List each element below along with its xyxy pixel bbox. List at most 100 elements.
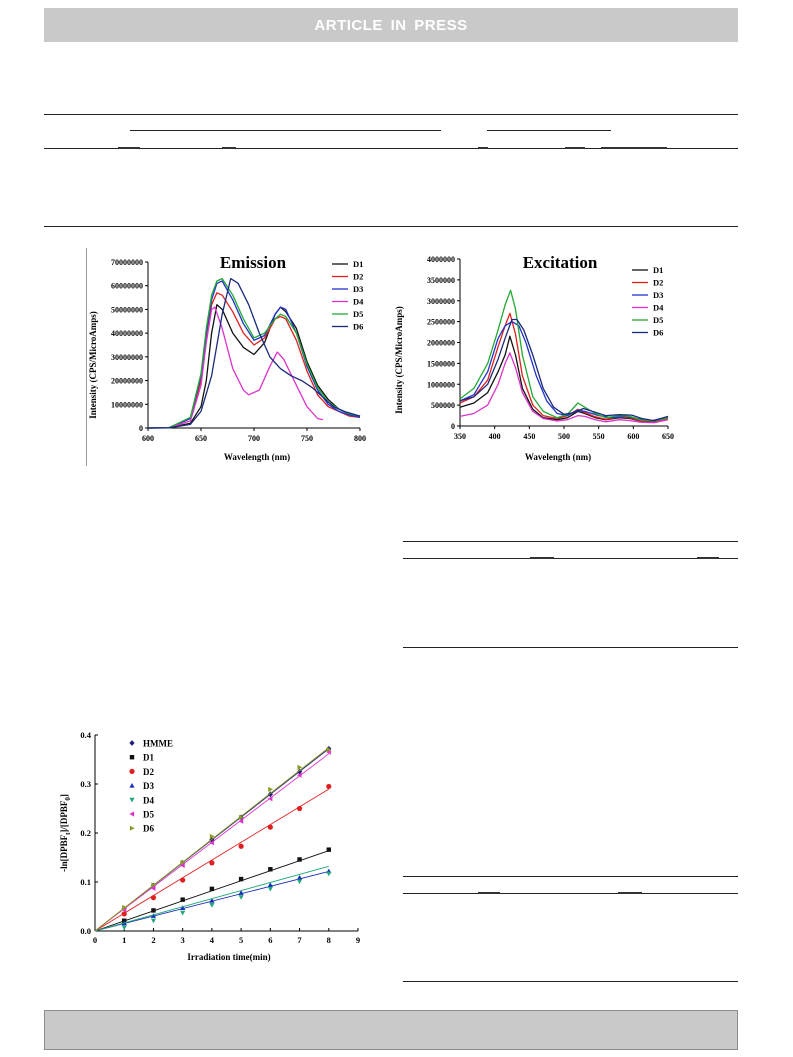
dpbf-point-d6 bbox=[122, 904, 127, 911]
dpbf-point-d4 bbox=[150, 918, 157, 924]
excitation-series-d3 bbox=[459, 320, 669, 422]
table-stub bbox=[565, 147, 585, 149]
dpbf-x-tick-label: 4 bbox=[210, 935, 215, 945]
dpbf-point-d1 bbox=[209, 886, 215, 892]
dpbf-legend-marker bbox=[129, 783, 135, 788]
dpbf-legend-marker bbox=[129, 797, 135, 803]
dpbf-x-tick-label: 6 bbox=[268, 935, 272, 945]
dpbf-point-d6 bbox=[268, 786, 273, 792]
emission-x-tick-label: 600 bbox=[142, 434, 154, 443]
excitation-y-tick-label: 1000000 bbox=[427, 380, 455, 389]
emission-x-tick-label: 750 bbox=[301, 434, 313, 443]
dpbf-y-tick-label: 0.4 bbox=[80, 730, 91, 740]
table3-top-rule bbox=[403, 876, 738, 877]
table-stub bbox=[118, 147, 140, 149]
dpbf-legend-label: HMME bbox=[143, 739, 173, 749]
excitation-legend-label: D2 bbox=[653, 278, 663, 288]
dpbf-legend-marker bbox=[129, 740, 135, 746]
excitation-x-tick-label: 350 bbox=[454, 432, 466, 441]
dpbf-point-d5 bbox=[238, 818, 244, 824]
dpbf-legend-marker bbox=[129, 768, 135, 774]
dpbf-fit-d2 bbox=[94, 788, 330, 932]
dpbf-point-d5 bbox=[326, 749, 331, 755]
dpbf-x-tick-label: 0 bbox=[93, 935, 97, 945]
table3-stub bbox=[618, 892, 642, 894]
emission-y-tick-label: 50000000 bbox=[111, 305, 143, 314]
dpbf-point-d2 bbox=[326, 783, 332, 790]
emission-x-tick-label: 700 bbox=[248, 434, 260, 443]
dpbf-point-d6 bbox=[297, 764, 303, 770]
dpbf-legend-label: D5 bbox=[143, 810, 154, 820]
dpbf-point-d5 bbox=[267, 796, 273, 802]
excitation-series-d1 bbox=[459, 335, 669, 423]
excitation-x-tick-label: 450 bbox=[523, 432, 535, 441]
emission-series-d6 bbox=[147, 277, 361, 429]
excitation-x-tick-label: 400 bbox=[489, 432, 501, 441]
table-top-rule bbox=[44, 114, 738, 115]
excitation-legend-label: D6 bbox=[653, 328, 663, 338]
dpbf-point-d4 bbox=[238, 895, 244, 900]
excitation-y-tick-label: 500000 bbox=[431, 401, 455, 410]
dpbf-point-d3 bbox=[209, 898, 215, 903]
excitation-x-tick-label: 550 bbox=[593, 432, 605, 441]
dpbf-point-d6 bbox=[326, 747, 332, 753]
dpbf-point-d2 bbox=[267, 824, 273, 830]
emission-y-tick-label: 60000000 bbox=[111, 282, 143, 291]
dpbf-point-d6 bbox=[180, 859, 186, 865]
excitation-chart: Excitation Intensity (CPS/MicroAmps) Wav… bbox=[394, 253, 674, 462]
excitation-series-d4 bbox=[459, 352, 669, 424]
emission-series-d4 bbox=[147, 306, 324, 429]
dpbf-point-d3 bbox=[150, 913, 157, 918]
excitation-legend-label: D4 bbox=[653, 303, 664, 313]
excitation-xlabel: Wavelength (nm) bbox=[525, 452, 591, 462]
dpbf-point-d2 bbox=[180, 877, 186, 883]
emission-legend-label: D5 bbox=[353, 309, 363, 319]
excitation-x-tick-label: 650 bbox=[662, 432, 674, 441]
excitation-y-tick-label: 0 bbox=[451, 422, 455, 431]
dpbf-legend-marker bbox=[129, 825, 135, 831]
dpbf-ylabel: -ln[DPBFt]/[DPBF0] bbox=[59, 794, 72, 872]
emission-x-tick-label: 650 bbox=[195, 434, 207, 443]
excitation-y-tick-label: 2000000 bbox=[427, 339, 455, 348]
article-in-press-banner: ARTICLE IN PRESS bbox=[44, 8, 738, 42]
emission-xlabel: Wavelength (nm) bbox=[224, 452, 290, 462]
dpbf-legend-marker bbox=[129, 811, 135, 817]
table3-header-rule bbox=[403, 893, 738, 894]
dpbf-point-d1 bbox=[180, 897, 185, 902]
dpbf-point-d6 bbox=[239, 814, 244, 820]
table2-bottom-rule bbox=[403, 647, 738, 648]
excitation-y-tick-label: 1500000 bbox=[427, 359, 455, 368]
dpbf-x-tick-label: 1 bbox=[122, 935, 126, 945]
excitation-series-d2 bbox=[459, 312, 669, 423]
footer-citation-box bbox=[44, 1010, 738, 1050]
emission-legend-label: D4 bbox=[353, 297, 364, 307]
dpbf-x-tick-label: 2 bbox=[151, 935, 155, 945]
excitation-y-tick-label: 3500000 bbox=[427, 276, 455, 285]
dpbf-point-d1 bbox=[268, 867, 273, 872]
excitation-x-tick-label: 500 bbox=[558, 432, 570, 441]
excitation-series-d6 bbox=[459, 318, 669, 422]
table-bottom-rule bbox=[44, 226, 738, 227]
dpbf-point-d3 bbox=[180, 905, 186, 911]
excitation-legend-label: D3 bbox=[653, 290, 663, 300]
dpbf-point-d4 bbox=[121, 925, 127, 931]
emission-legend-label: D3 bbox=[353, 284, 363, 294]
dpbf-y-tick-label: 0.0 bbox=[80, 926, 91, 936]
dpbf-point-d5 bbox=[296, 772, 302, 778]
emission-y-tick-label: 30000000 bbox=[111, 353, 143, 362]
dpbf-point-hmme bbox=[296, 768, 303, 775]
dpbf-chart: -ln[DPBFt]/[DPBF0] Irradiation time(min)… bbox=[59, 730, 360, 962]
emission-ylabel: Intensity (CPS/MicroAmps) bbox=[88, 311, 98, 419]
dpbf-x-tick-label: 5 bbox=[239, 935, 243, 945]
dpbf-point-d2 bbox=[209, 860, 215, 866]
dpbf-legend-label: D3 bbox=[143, 781, 154, 791]
table-stub bbox=[478, 147, 488, 149]
dpbf-point-d1 bbox=[297, 857, 302, 862]
dpbf-legend-marker bbox=[129, 754, 135, 760]
table3-bottom-rule bbox=[403, 981, 738, 982]
dpbf-point-d4 bbox=[267, 886, 273, 892]
emission-legend-label: D6 bbox=[353, 322, 363, 332]
table-stub bbox=[601, 147, 667, 149]
spectra-figure: Emission Intensity (CPS/MicroAmps) Wavel… bbox=[84, 248, 694, 466]
dpbf-point-d1 bbox=[151, 908, 156, 913]
